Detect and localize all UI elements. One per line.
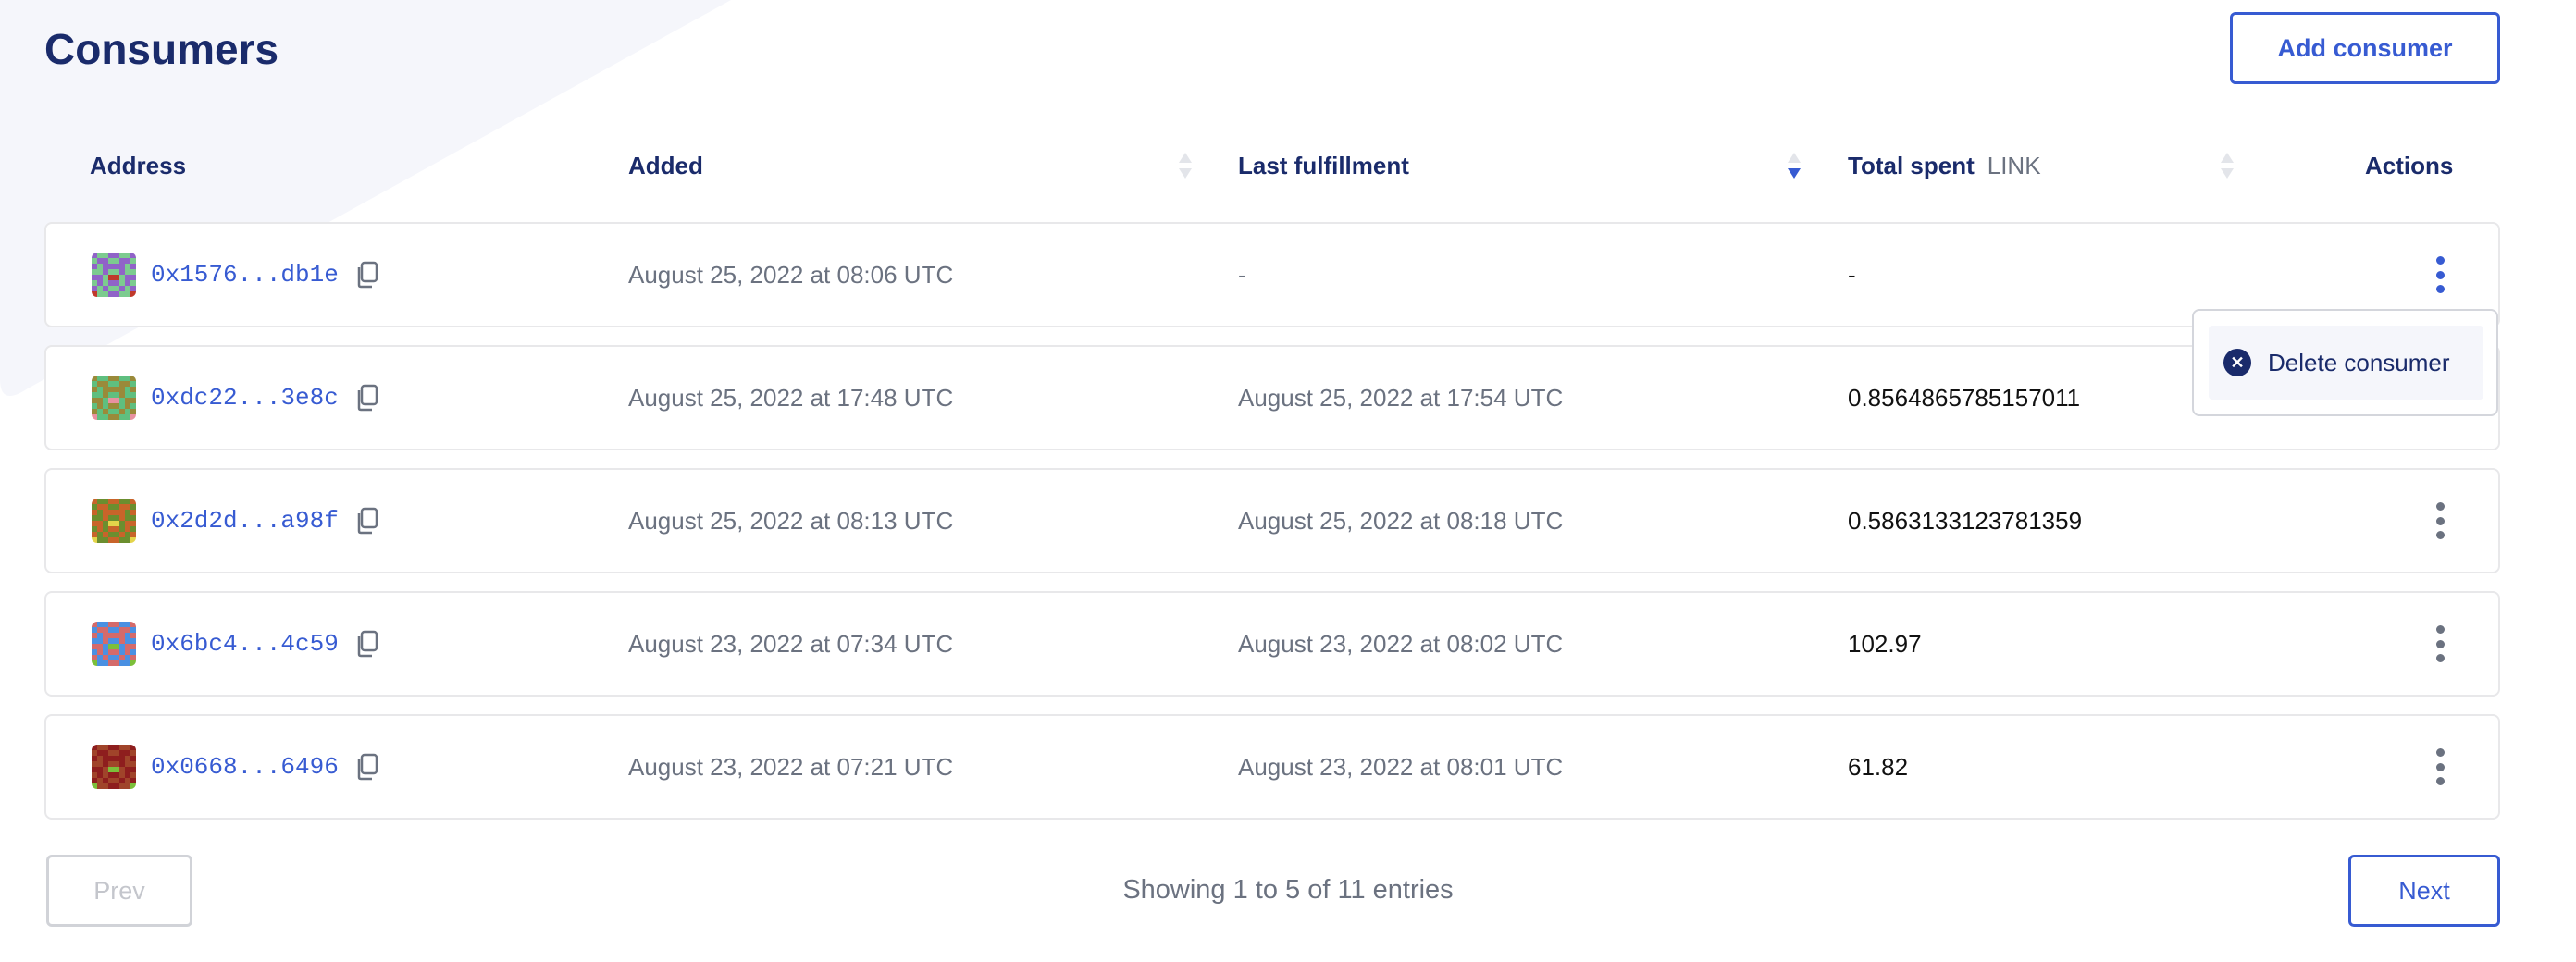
added-cell: August 25, 2022 at 08:06 UTC: [628, 260, 954, 289]
avatar: [92, 253, 136, 297]
total-spent-cell: 0.5863133123781359: [1848, 506, 2083, 535]
page-title: Consumers: [44, 25, 279, 73]
add-consumer-button[interactable]: Add consumer: [2230, 12, 2500, 84]
more-vertical-icon[interactable]: [2431, 625, 2449, 662]
pagination-status: Showing 1 to 5 of 11 entries: [1122, 875, 1454, 905]
table-row: 0xdc22...3e8c August 25, 2022 at 17:48 U…: [44, 345, 2500, 450]
address-link[interactable]: 0x0668...6496: [151, 753, 339, 781]
header-total-spent[interactable]: Total spent LINK: [1848, 152, 2041, 180]
header-total-spent-label: Total spent: [1848, 152, 1975, 179]
table-row: 0x2d2d...a98f August 25, 2022 at 08:13 U…: [44, 468, 2500, 574]
sort-icon[interactable]: [2219, 151, 2235, 180]
copy-icon[interactable]: [355, 753, 379, 781]
sort-icon[interactable]: [1177, 151, 1194, 180]
header-actions: Actions: [2365, 152, 2454, 179]
address-cell: 0x0668...6496: [92, 716, 379, 818]
added-cell: August 25, 2022 at 08:13 UTC: [628, 506, 954, 535]
header-added[interactable]: Added: [628, 152, 703, 179]
table-row: 0x1576...db1e August 25, 2022 at 08:06 U…: [44, 222, 2500, 327]
last-fulfillment-cell: -: [1238, 260, 1246, 289]
avatar: [92, 499, 136, 543]
address-link[interactable]: 0x1576...db1e: [151, 261, 339, 289]
sort-descending-icon[interactable]: [1786, 151, 1802, 180]
address-link[interactable]: 0xdc22...3e8c: [151, 384, 339, 412]
address-cell: 0x2d2d...a98f: [92, 470, 379, 572]
header-address: Address: [90, 152, 187, 179]
table-row: 0x0668...6496 August 23, 2022 at 07:21 U…: [44, 714, 2500, 820]
total-spent-cell: 0.8564865785157011: [1848, 383, 2081, 412]
address-link[interactable]: 0x2d2d...a98f: [151, 507, 339, 535]
added-cell: August 23, 2022 at 07:34 UTC: [628, 629, 954, 658]
menu-item-label: Delete consumer: [2268, 348, 2450, 376]
actions-dropdown: ✕ Delete consumer: [2192, 309, 2498, 416]
header-total-spent-unit: LINK: [1987, 152, 2041, 179]
total-spent-cell: 102.97: [1848, 629, 1922, 658]
added-cell: August 25, 2022 at 17:48 UTC: [628, 383, 954, 412]
avatar: [92, 376, 136, 420]
table-row: 0x6bc4...4c59 August 23, 2022 at 07:34 U…: [44, 591, 2500, 697]
avatar: [92, 622, 136, 666]
more-vertical-icon[interactable]: [2431, 502, 2449, 539]
more-vertical-icon[interactable]: [2431, 748, 2449, 785]
avatar: [92, 745, 136, 789]
address-cell: 0x6bc4...4c59: [92, 593, 379, 695]
total-spent-cell: -: [1848, 260, 1856, 289]
copy-icon[interactable]: [355, 384, 379, 412]
last-fulfillment-cell: August 25, 2022 at 08:18 UTC: [1238, 506, 1564, 535]
actions-cell: [2431, 593, 2449, 695]
delete-consumer-menu-item[interactable]: ✕ Delete consumer: [2209, 326, 2483, 400]
actions-cell: [2431, 716, 2449, 818]
total-spent-cell: 61.82: [1848, 752, 1909, 781]
next-page-button[interactable]: Next: [2348, 855, 2500, 927]
prev-page-button[interactable]: Prev: [46, 855, 192, 927]
copy-icon[interactable]: [355, 630, 379, 658]
more-vertical-icon[interactable]: [2431, 256, 2449, 293]
added-cell: August 23, 2022 at 07:21 UTC: [628, 752, 954, 781]
address-link[interactable]: 0x6bc4...4c59: [151, 630, 339, 658]
last-fulfillment-cell: August 25, 2022 at 17:54 UTC: [1238, 383, 1564, 412]
copy-icon[interactable]: [355, 507, 379, 535]
address-cell: 0x1576...db1e: [92, 224, 379, 326]
x-circle-icon: ✕: [2223, 349, 2251, 376]
actions-cell: [2431, 470, 2449, 572]
actions-cell: [2431, 224, 2449, 326]
header-last-fulfillment[interactable]: Last fulfillment: [1238, 152, 1409, 179]
last-fulfillment-cell: August 23, 2022 at 08:02 UTC: [1238, 629, 1564, 658]
copy-icon[interactable]: [355, 261, 379, 289]
last-fulfillment-cell: August 23, 2022 at 08:01 UTC: [1238, 752, 1564, 781]
address-cell: 0xdc22...3e8c: [92, 347, 379, 449]
